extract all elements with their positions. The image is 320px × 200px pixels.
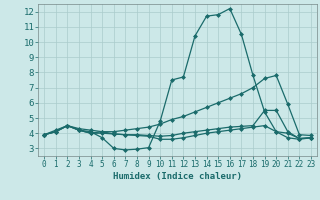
X-axis label: Humidex (Indice chaleur): Humidex (Indice chaleur) <box>113 172 242 181</box>
